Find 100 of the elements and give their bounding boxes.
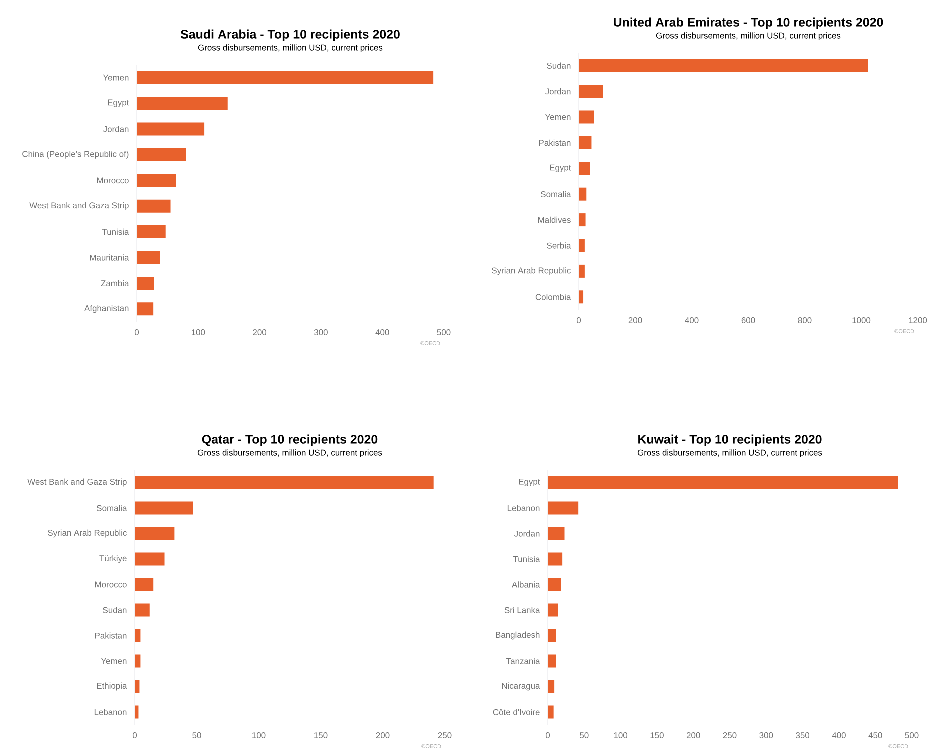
bar [135,578,154,592]
y-tick-label: Bangladesh [496,632,540,640]
bar [579,188,587,201]
x-tick-label: 100 [252,732,266,739]
chart-title: Qatar - Top 10 recipients 2020 [202,434,378,446]
y-tick-label: Zambia [101,280,130,287]
chart-title: Kuwait - Top 10 recipients 2020 [638,434,822,446]
y-tick-label: Tunisia [102,228,130,236]
x-tick-label: 300 [314,330,328,336]
y-tick-label: West Bank and Gaza Strip [30,202,129,210]
bar [548,604,558,617]
bar [548,706,554,719]
bar [579,136,592,150]
bar [137,97,228,110]
x-tick-label: 1200 [909,318,928,324]
bar [135,680,140,694]
x-tick-label: 100 [192,330,206,336]
x-tick-label: 400 [832,732,846,739]
bar [548,552,563,566]
bar [579,214,586,227]
bar [548,476,898,490]
y-tick-label: Egypt [550,164,572,172]
y-tick-label: Egypt [108,100,130,108]
y-tick-label: Maldives [538,216,571,224]
bar [548,680,555,694]
bar [137,276,154,290]
y-tick-label: Syrian Arab Republic [48,530,127,538]
x-tick-label: 0 [132,732,138,739]
bar [579,59,868,72]
bar [548,502,579,515]
bar [137,71,434,84]
y-tick-label: Tunisia [513,556,540,562]
x-tick-label: 200 [376,732,390,739]
x-tick-label: 0 [576,318,582,324]
bar [548,527,565,540]
y-tick-label: Jordan [103,126,129,132]
y-tick-label: China (People's Republic of) [22,150,129,159]
bar [579,110,594,124]
x-tick-label: 0 [134,330,140,336]
y-tick-label: Morocco [97,178,129,184]
x-tick-label: 50 [580,732,589,739]
x-tick-label: 250 [438,732,452,739]
x-tick-label: 1000 [852,318,871,324]
y-tick-label: Côte d'Ivoire [493,709,540,716]
x-tick-label: 350 [796,732,810,739]
x-tick-label: 200 [686,732,700,739]
x-tick-label: 600 [742,318,756,324]
bar [579,162,590,176]
chart-subtitle: Gross disbursements, million USD, current prices [656,32,841,40]
y-tick-label: Pakistan [95,632,127,639]
x-tick-label: 400 [685,318,699,324]
bar [548,629,556,642]
bar [579,290,584,304]
bar [579,264,585,278]
x-tick-label: 500 [437,330,451,336]
bar [135,476,434,490]
y-tick-label: Sudan [547,62,571,69]
bar [137,174,176,188]
y-tick-label: Albania [512,582,540,588]
bar [579,85,604,98]
bar [137,122,205,136]
y-tick-label: Jordan [514,530,540,537]
bar [135,552,165,566]
x-tick-label: 400 [376,330,390,336]
chart-subtitle: Gross disbursements, million USD, current prices [198,44,383,52]
y-tick-label: Nicaragua [502,682,540,691]
y-tick-label: Ethiopia [97,682,128,691]
y-tick-label: Afghanistan [84,305,129,314]
bar [548,578,562,592]
bar [137,302,154,316]
x-tick-label: 0 [546,732,550,739]
y-tick-label: Pakistan [539,140,571,146]
bar [135,654,141,668]
y-tick-label: Yemen [103,74,129,81]
y-tick-label: Syrian Arab Republic [492,267,571,276]
y-tick-label: Sri Lanka [504,607,540,614]
bar [135,502,194,515]
x-tick-label: 150 [650,732,664,739]
bar [135,629,141,642]
chart-title: United Arab Emirates - Top 10 recipients 2020 [614,18,884,30]
chart-title: Saudi Arabia - Top 10 recipients 2020 [180,30,400,42]
x-tick-label: 200 [253,330,267,336]
bar [135,527,175,540]
x-tick-label: 50 [192,732,202,739]
y-tick-label: Lebanon [94,709,127,716]
y-tick-label: Somalia [97,505,128,512]
chart-subtitle: Gross disbursements, million USD, current prices [638,450,822,458]
y-tick-label: Somalia [541,191,572,198]
y-tick-label: West Bank and Gaza Strip [28,478,127,487]
y-tick-label: Tanzania [506,658,540,664]
x-tick-label: 500 [905,732,919,739]
bar [137,148,186,162]
x-tick-label: 200 [628,318,642,324]
x-tick-label: 450 [868,732,882,739]
y-tick-label: Jordan [545,88,571,95]
x-tick-label: 150 [314,732,328,739]
x-tick-label: 100 [614,732,628,739]
y-tick-label: Lebanon [508,505,540,512]
x-tick-label: 300 [760,732,774,739]
bar [579,239,585,252]
